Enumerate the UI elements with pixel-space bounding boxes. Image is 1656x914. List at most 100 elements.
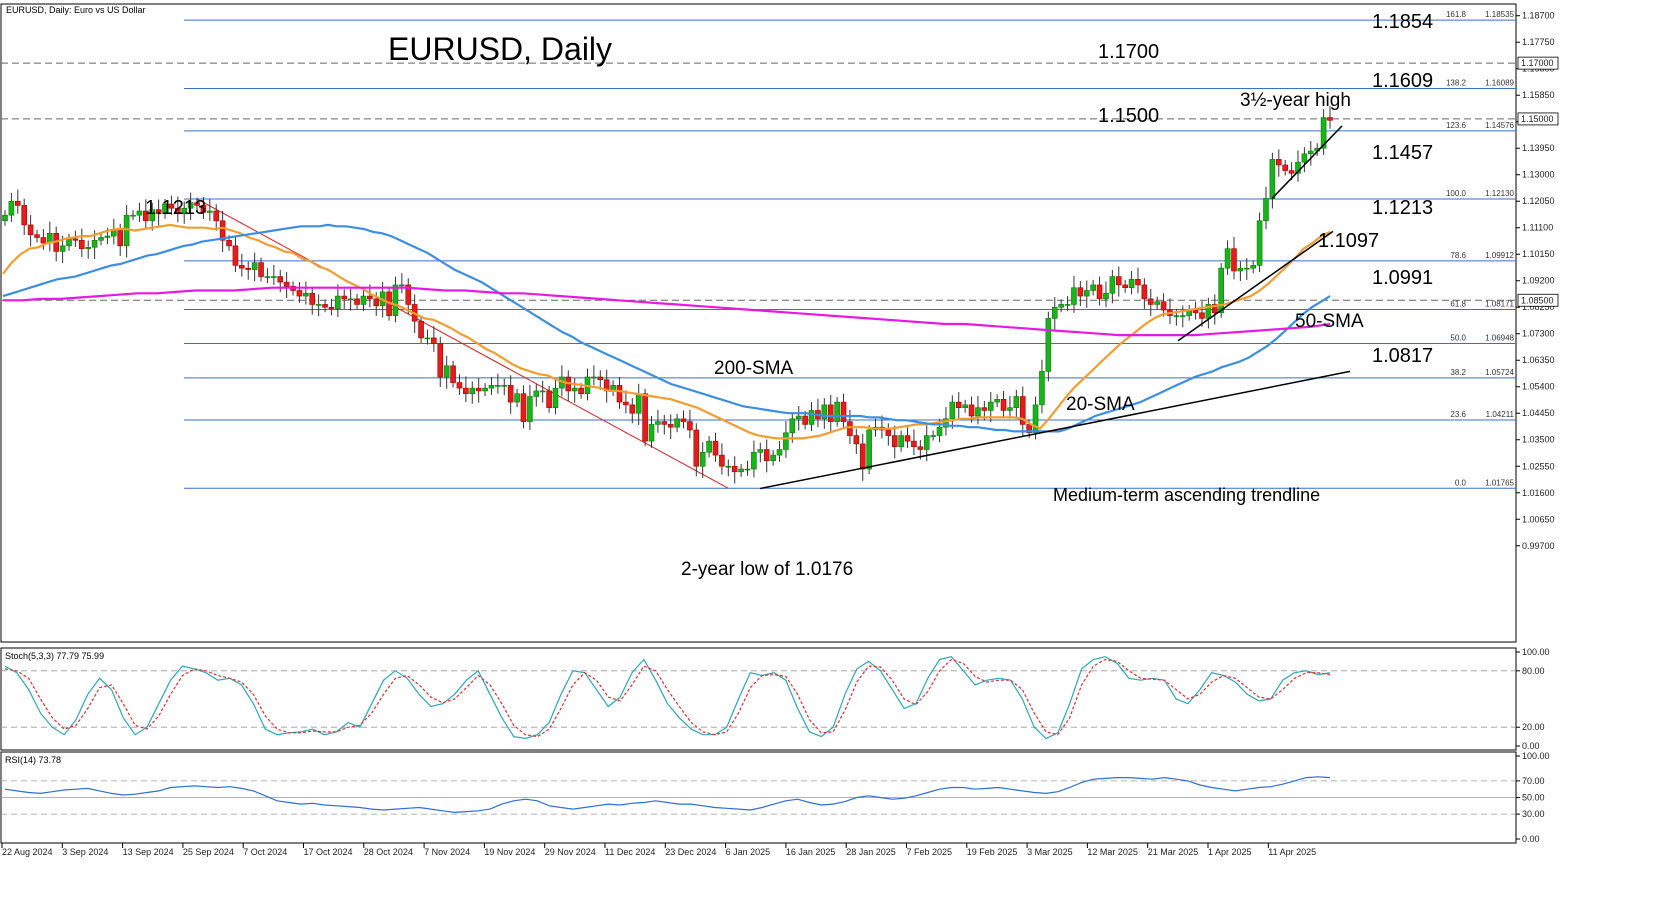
bullish-candle-body — [1154, 301, 1160, 305]
date-label: 3 Sep 2024 — [62, 847, 108, 857]
candle — [335, 284, 341, 318]
bullish-candle-body — [136, 210, 143, 216]
bearish-candle-body — [891, 435, 898, 448]
pane-header: Stoch(5,3,3) 77.79 75.99 — [5, 651, 104, 661]
bearish-candle-body — [981, 407, 988, 411]
bullish-candle-body — [1013, 396, 1020, 408]
candle — [149, 202, 156, 231]
candle — [661, 414, 668, 435]
downtrend-line — [196, 198, 729, 489]
bullish-candle-body — [360, 295, 367, 305]
candle — [264, 268, 271, 284]
candle — [1064, 296, 1071, 312]
bullish-candle-body — [271, 276, 277, 278]
bullish-candle-body — [1071, 287, 1077, 305]
candle — [341, 289, 348, 309]
bullish-candle-body — [648, 424, 655, 442]
candle — [514, 388, 520, 408]
osc-tick-label: 0.00 — [1522, 834, 1540, 844]
fib-level-label: 138.2 — [1446, 79, 1467, 88]
candle — [392, 276, 399, 323]
bullish-candle-body — [725, 465, 732, 468]
date-label: 17 Oct 2024 — [304, 847, 353, 857]
candle — [834, 397, 840, 427]
bullish-candle-body — [751, 452, 757, 470]
bullish-candle-body — [488, 385, 495, 389]
bullish-candle-body — [149, 209, 156, 222]
candle — [424, 329, 431, 345]
bullish-candle-body — [469, 387, 476, 395]
candle — [866, 424, 872, 475]
candle — [597, 370, 604, 390]
candle — [1013, 389, 1020, 418]
candle — [1135, 267, 1141, 294]
fib-level-label: 38.2 — [1450, 368, 1466, 377]
bearish-candle-body — [226, 239, 232, 247]
candle — [507, 375, 514, 414]
bullish-candle-body — [181, 207, 188, 215]
candle — [143, 199, 149, 230]
candle — [853, 428, 860, 454]
candle — [770, 450, 776, 466]
price-tick-label: 1.11100 — [1522, 223, 1553, 233]
bearish-candle-body — [911, 440, 917, 448]
candle — [827, 394, 834, 434]
chart-header: EURUSD, Daily: Euro vs US Dollar — [6, 5, 146, 15]
candle — [1199, 301, 1205, 327]
bearish-candle-body — [341, 295, 348, 300]
bullish-candle-body — [264, 276, 271, 278]
candle — [1083, 280, 1090, 308]
price-tag-box — [1517, 293, 1559, 307]
bearish-candle-body — [72, 238, 79, 241]
candle — [187, 192, 194, 220]
candle — [258, 257, 264, 282]
bullish-candle-body — [399, 284, 405, 287]
bearish-candle-body — [507, 385, 514, 403]
bullish-candle-body — [834, 401, 840, 422]
bullish-candle-body — [987, 401, 994, 411]
bullish-candle-body — [392, 284, 399, 316]
bullish-candle-body — [866, 429, 872, 470]
price-tick-label: 1.03500 — [1522, 435, 1555, 445]
candle — [219, 210, 226, 253]
candle — [1071, 275, 1077, 313]
candle — [629, 398, 636, 424]
bullish-candle-body — [674, 418, 680, 428]
candle — [975, 395, 981, 425]
bullish-candle-body — [808, 410, 815, 425]
bearish-candle-body — [354, 298, 360, 305]
candle — [443, 355, 450, 389]
bullish-candle-body — [1090, 284, 1096, 291]
price-tick-label: 1.07300 — [1522, 329, 1555, 339]
candle — [763, 439, 770, 473]
candle — [155, 199, 162, 226]
candle — [962, 399, 968, 413]
bullish-candle-body — [699, 452, 706, 467]
candle — [431, 326, 437, 352]
candle — [501, 378, 508, 396]
rsi-line-0 — [4, 776, 1331, 814]
candle — [616, 376, 623, 409]
candle — [674, 413, 680, 433]
bullish-candle-body — [1051, 306, 1058, 319]
bullish-candle-body — [1064, 304, 1071, 306]
bearish-candle-body — [616, 385, 623, 403]
candle — [1045, 311, 1052, 382]
osc-tick-label: 50.00 — [1522, 793, 1545, 803]
candle — [706, 436, 712, 458]
medium-term-trendline — [759, 370, 1351, 490]
bullish-candle-body — [1224, 248, 1231, 269]
bullish-candle-body — [1007, 407, 1013, 411]
price-tick-label: 1.13950 — [1522, 143, 1555, 153]
bearish-candle-body — [283, 281, 290, 287]
candle — [1000, 390, 1007, 418]
osc-tick-label: 30.00 — [1522, 809, 1545, 819]
bullish-candle-body — [539, 390, 546, 393]
candle — [296, 282, 303, 303]
candle — [1218, 263, 1224, 318]
bearish-candle-body — [296, 290, 303, 297]
candle — [418, 316, 424, 343]
bullish-candle-body — [1237, 267, 1244, 272]
bullish-candle-body — [501, 385, 508, 387]
bullish-candle-body — [1058, 304, 1064, 308]
